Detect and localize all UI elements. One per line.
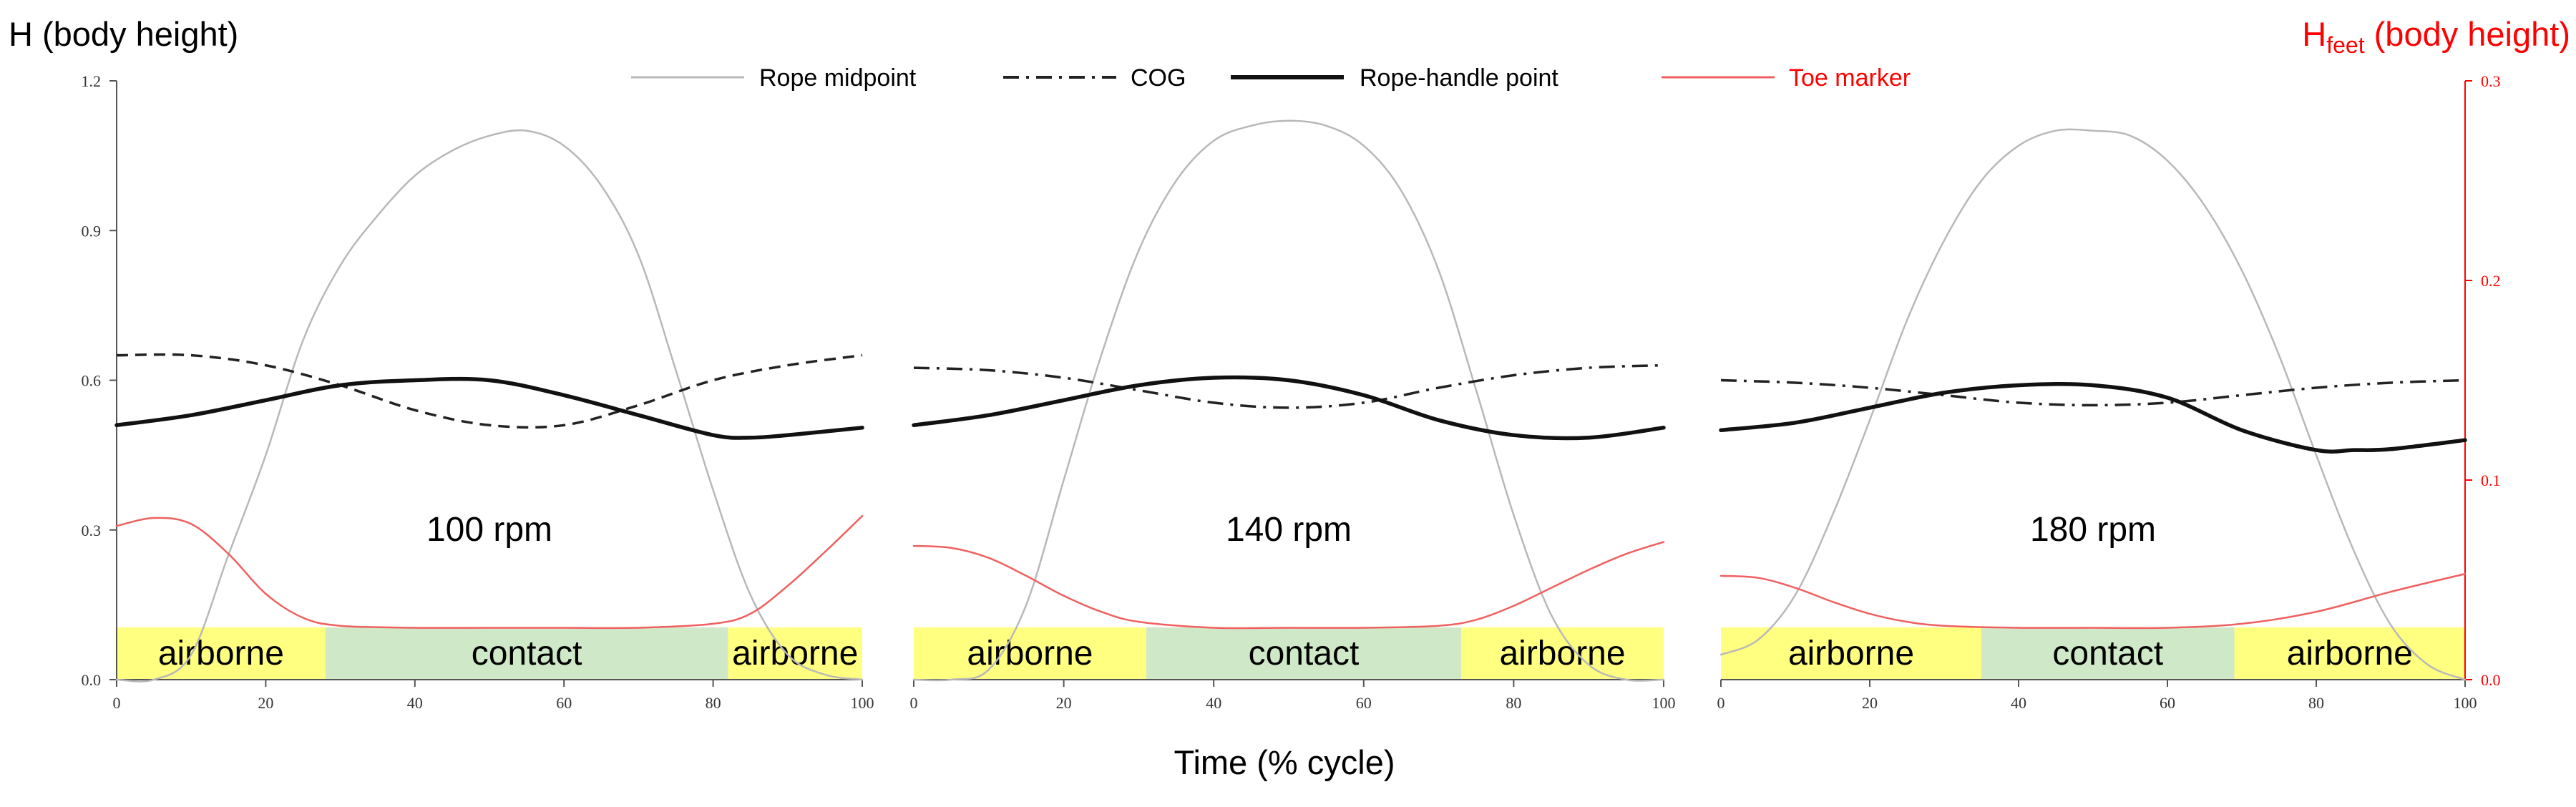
series-line-cog	[116, 353, 863, 429]
x-axis-title: Time (% cycle)	[1174, 743, 1395, 781]
y-tick-label: 0.6	[82, 372, 102, 390]
right-axis-title-rest: (body height)	[2365, 15, 2570, 53]
legend-label-cog: COG	[1131, 64, 1186, 92]
x-tick-label: 100	[851, 694, 874, 712]
series-line-rope-handle	[114, 376, 864, 440]
x-tick-label: 40	[407, 694, 423, 712]
y2-tick-label: 0.2	[2481, 272, 2501, 290]
phase-label-airborne: airborne	[967, 635, 1093, 672]
phase-band-contact	[325, 627, 728, 680]
series-line-rope-handle	[1719, 381, 2467, 454]
y-tick-label: 0.3	[82, 522, 102, 539]
series-line-cog	[1720, 378, 2466, 407]
phase-band-airborne	[117, 627, 326, 680]
x-tick-label: 100	[2454, 694, 2477, 712]
y2-tick-label: 0.1	[2481, 471, 2501, 489]
series-line-rope-midpoint	[912, 119, 1665, 682]
series-line-rope-handle	[912, 375, 1666, 441]
x-tick-label: 60	[2160, 694, 2175, 712]
legend: Rope midpoint COG Rope-handle point Toe …	[631, 64, 1911, 92]
phase-label-airborne: airborne	[2287, 635, 2413, 672]
legend-label-rope-handle: Rope-handle point	[1360, 64, 1558, 92]
x-tick-label: 0	[113, 694, 121, 712]
series-line-toe-marker	[912, 541, 1665, 630]
phase-label-airborne: airborne	[1499, 635, 1625, 672]
x-tick-label: 0	[1717, 694, 1725, 712]
phase-band-contact	[1146, 627, 1462, 680]
phase-band-airborne	[2234, 627, 2465, 680]
y2-tick-label: 0.3	[2481, 72, 2501, 90]
left-axis-title: H (body height)	[9, 15, 238, 53]
phase-band-contact	[1981, 627, 2235, 680]
phase-band-airborne	[728, 627, 862, 680]
right-axis-title: Hfeet (body height)	[2302, 15, 2570, 58]
series-line-rope-midpoint	[115, 129, 864, 683]
legend-label-toe-marker: Toe marker	[1789, 64, 1911, 92]
phase-label-contact: contact	[472, 635, 582, 672]
panel-label: 140 rpm	[1226, 511, 1352, 549]
right-axis-title-main: H	[2302, 15, 2326, 53]
x-tick-label: 80	[2308, 694, 2324, 712]
x-tick-label: 100	[1652, 694, 1676, 712]
x-tick-label: 60	[556, 694, 572, 712]
panel-label: 180 rpm	[2030, 511, 2156, 549]
x-tick-label: 20	[258, 694, 273, 712]
series-line-toe-marker	[1719, 572, 2467, 630]
y2-tick-label: 0.0	[2481, 671, 2501, 689]
x-tick-label: 80	[1506, 694, 1521, 712]
phase-label-airborne: airborne	[1788, 635, 1914, 672]
x-tick-label: 0	[910, 694, 918, 712]
panel-label: 100 rpm	[426, 511, 552, 549]
x-tick-label: 40	[2011, 694, 2026, 712]
right-axis-title-sub: feet	[2326, 32, 2364, 58]
x-tick-label: 60	[1356, 694, 1372, 712]
y-tick-label: 0.0	[82, 671, 102, 689]
phase-band-airborne	[914, 627, 1146, 680]
series-line-cog	[913, 363, 1664, 409]
x-tick-label: 20	[1056, 694, 1072, 712]
phase-band-airborne	[1721, 627, 1981, 680]
legend-label-rope-midpoint: Rope midpoint	[759, 64, 917, 92]
y-tick-label: 1.2	[82, 72, 102, 90]
panel-2: airborne contact airborne 0 20 40 60 80 100 140 r…	[910, 119, 1676, 712]
phase-label-airborne: airborne	[732, 635, 858, 672]
phase-label-contact: contact	[1249, 635, 1360, 672]
x-tick-label: 80	[706, 694, 721, 712]
x-tick-label: 20	[1862, 694, 1878, 712]
x-tick-label: 40	[1206, 694, 1221, 712]
phase-label-airborne: airborne	[158, 635, 284, 672]
series-line-toe-marker	[115, 514, 864, 630]
phase-label-contact: contact	[2052, 635, 2163, 672]
phase-band-airborne	[1461, 627, 1664, 680]
y-tick-label: 0.9	[82, 222, 102, 240]
panel-1: airborne contact airborne 0 20 40 60 80 100 0.0 0.…	[82, 72, 874, 712]
series-line-rope-midpoint	[1719, 128, 2467, 681]
